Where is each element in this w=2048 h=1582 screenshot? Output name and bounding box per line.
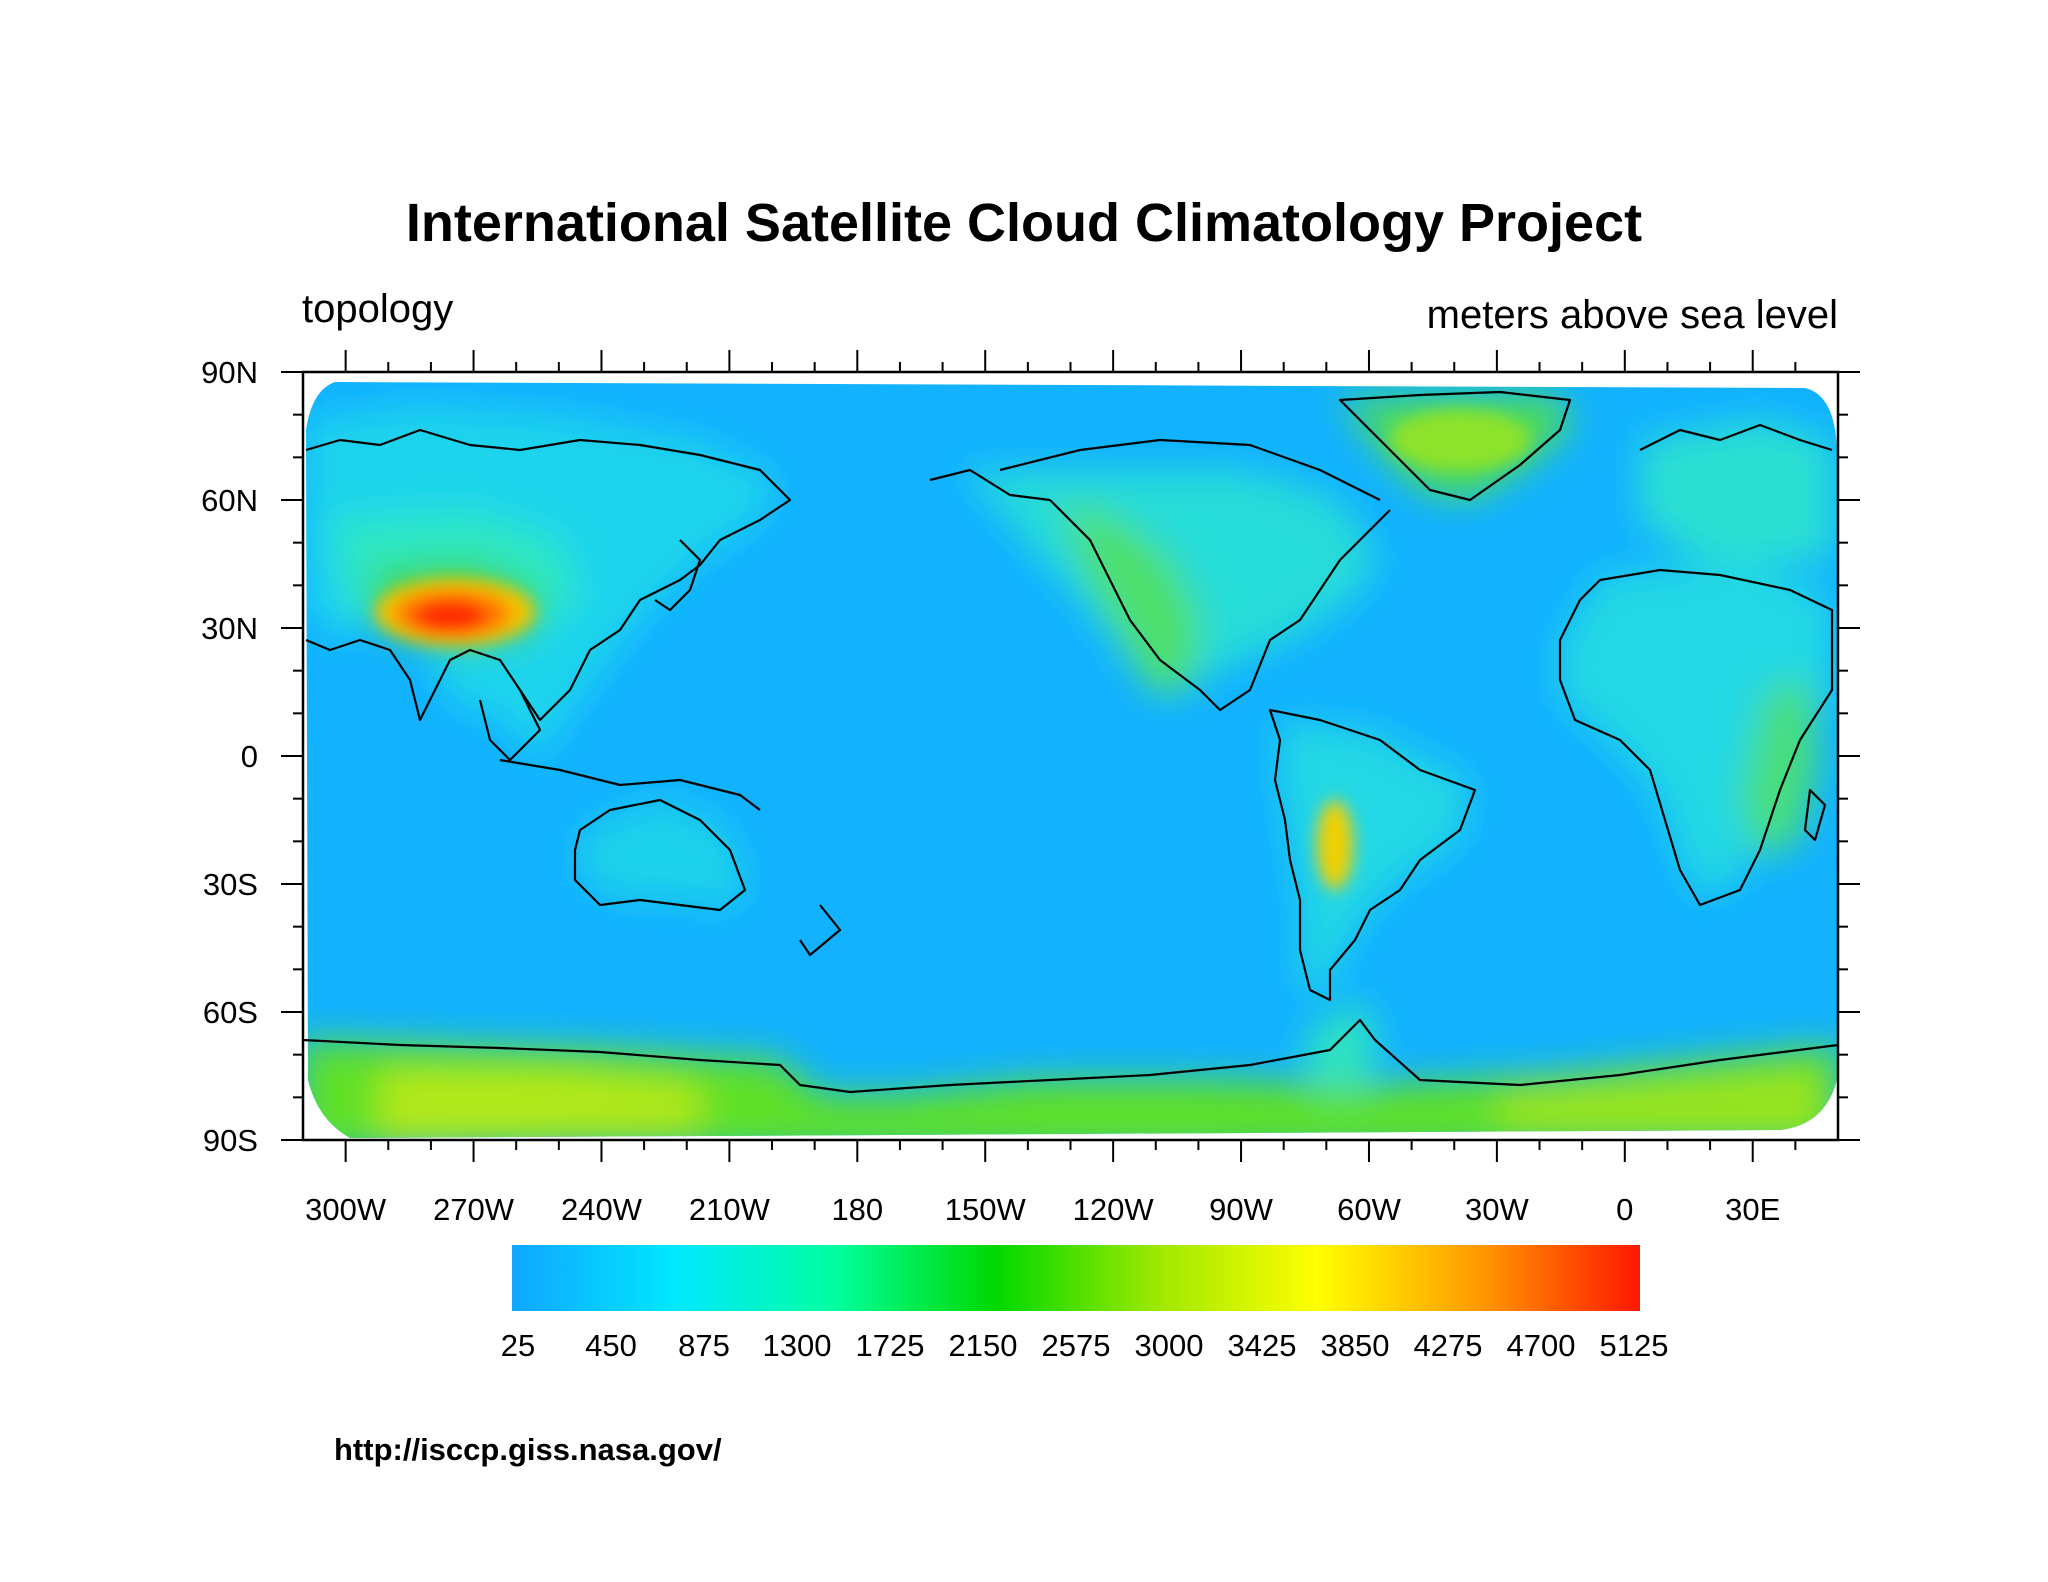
x-tick-label: 30E <box>1725 1192 1780 1227</box>
japan-coast <box>654 539 702 612</box>
colorbar-label: 4700 <box>1507 1328 1576 1363</box>
colorbar-label: 1300 <box>763 1328 832 1363</box>
alaska-coast <box>929 468 1051 502</box>
x-tick-label: 240W <box>561 1192 643 1227</box>
rockies <box>1060 500 1200 690</box>
y-tick-label: 30N <box>201 611 258 646</box>
x-tick-label: 210W <box>689 1192 771 1227</box>
antarctica-high-east <box>1500 1070 1820 1130</box>
map-plot-area <box>303 382 1838 1138</box>
colorbar-label: 3850 <box>1321 1328 1390 1363</box>
y-tick-label: 0 <box>241 739 258 774</box>
y-tick-label: 90N <box>201 355 258 390</box>
andes-yellow <box>1317 800 1353 890</box>
australia-coast <box>573 798 747 912</box>
africa-coast <box>1558 568 1834 907</box>
chart-title: International Satellite Cloud Climatolog… <box>405 193 1643 253</box>
africa-land <box>1560 560 1832 900</box>
nz-coast <box>799 904 842 957</box>
europe-coast <box>1639 423 1833 452</box>
x-tick-label: 300W <box>305 1192 387 1227</box>
x-tick-label: 120W <box>1073 1192 1155 1227</box>
north-america-coast <box>1049 499 1391 712</box>
indonesia-coast <box>499 758 761 811</box>
units-label: meters above sea level <box>1426 293 1838 337</box>
colorbar-labels: 25 450 875 1300 1725 2150 2575 3000 3425 3850 4275… <box>501 1328 1669 1363</box>
x-tick-label: 270W <box>433 1192 515 1227</box>
east-africa-high <box>1740 680 1820 860</box>
variable-label: topology <box>302 287 454 331</box>
x-tick-label: 90W <box>1209 1192 1273 1227</box>
terrain-layer <box>306 395 1837 1138</box>
europe-land <box>1640 420 1832 560</box>
greenland-coast <box>1338 390 1572 502</box>
colorbar-label: 450 <box>585 1328 637 1363</box>
colorbar-label: 2575 <box>1042 1328 1111 1363</box>
x-tick-label: 180 <box>831 1192 883 1227</box>
colorbar-label: 4275 <box>1414 1328 1483 1363</box>
south-america-coast <box>1268 708 1477 1002</box>
colorbar-label: 2150 <box>949 1328 1018 1363</box>
colorbar <box>512 1245 1640 1311</box>
asia-coast <box>305 428 792 722</box>
colorbar-label: 875 <box>678 1328 730 1363</box>
tibet-red <box>414 600 486 632</box>
x-tick-label: 60W <box>1337 1192 1401 1227</box>
y-tick-label: 30S <box>203 867 258 902</box>
antarctica-coast <box>303 1018 1838 1094</box>
colorbar-label: 5125 <box>1600 1328 1669 1363</box>
antarctica-peninsula <box>1300 1000 1380 1090</box>
canada-arctic-coast <box>999 438 1381 501</box>
colorbar-label: 3000 <box>1135 1328 1204 1363</box>
colorbar-label: 1725 <box>856 1328 925 1363</box>
source-url[interactable]: http://isccp.giss.nasa.gov/ <box>334 1432 722 1467</box>
south-america-land <box>1280 720 1470 1000</box>
map-axes: 300W 270W 240W 210W 180 150W 120W 90W 60W 30W 0 30E… <box>201 350 1860 1227</box>
antarctica-high <box>380 1070 700 1138</box>
y-tick-label: 60N <box>201 483 258 518</box>
indochina-coast <box>478 689 542 762</box>
colorbar-label: 25 <box>501 1328 535 1363</box>
y-tick-label: 90S <box>203 1123 258 1158</box>
x-tick-label: 150W <box>945 1192 1027 1227</box>
madagascar-coast <box>1803 788 1827 842</box>
greenland-core <box>1390 410 1530 470</box>
x-tick-label: 0 <box>1616 1192 1633 1227</box>
y-tick-label: 60S <box>203 995 258 1030</box>
coastlines <box>303 390 1838 1094</box>
high-terrain-layer <box>375 410 1530 890</box>
x-tick-label: 30W <box>1465 1192 1529 1227</box>
colorbar-label: 3425 <box>1228 1328 1297 1363</box>
